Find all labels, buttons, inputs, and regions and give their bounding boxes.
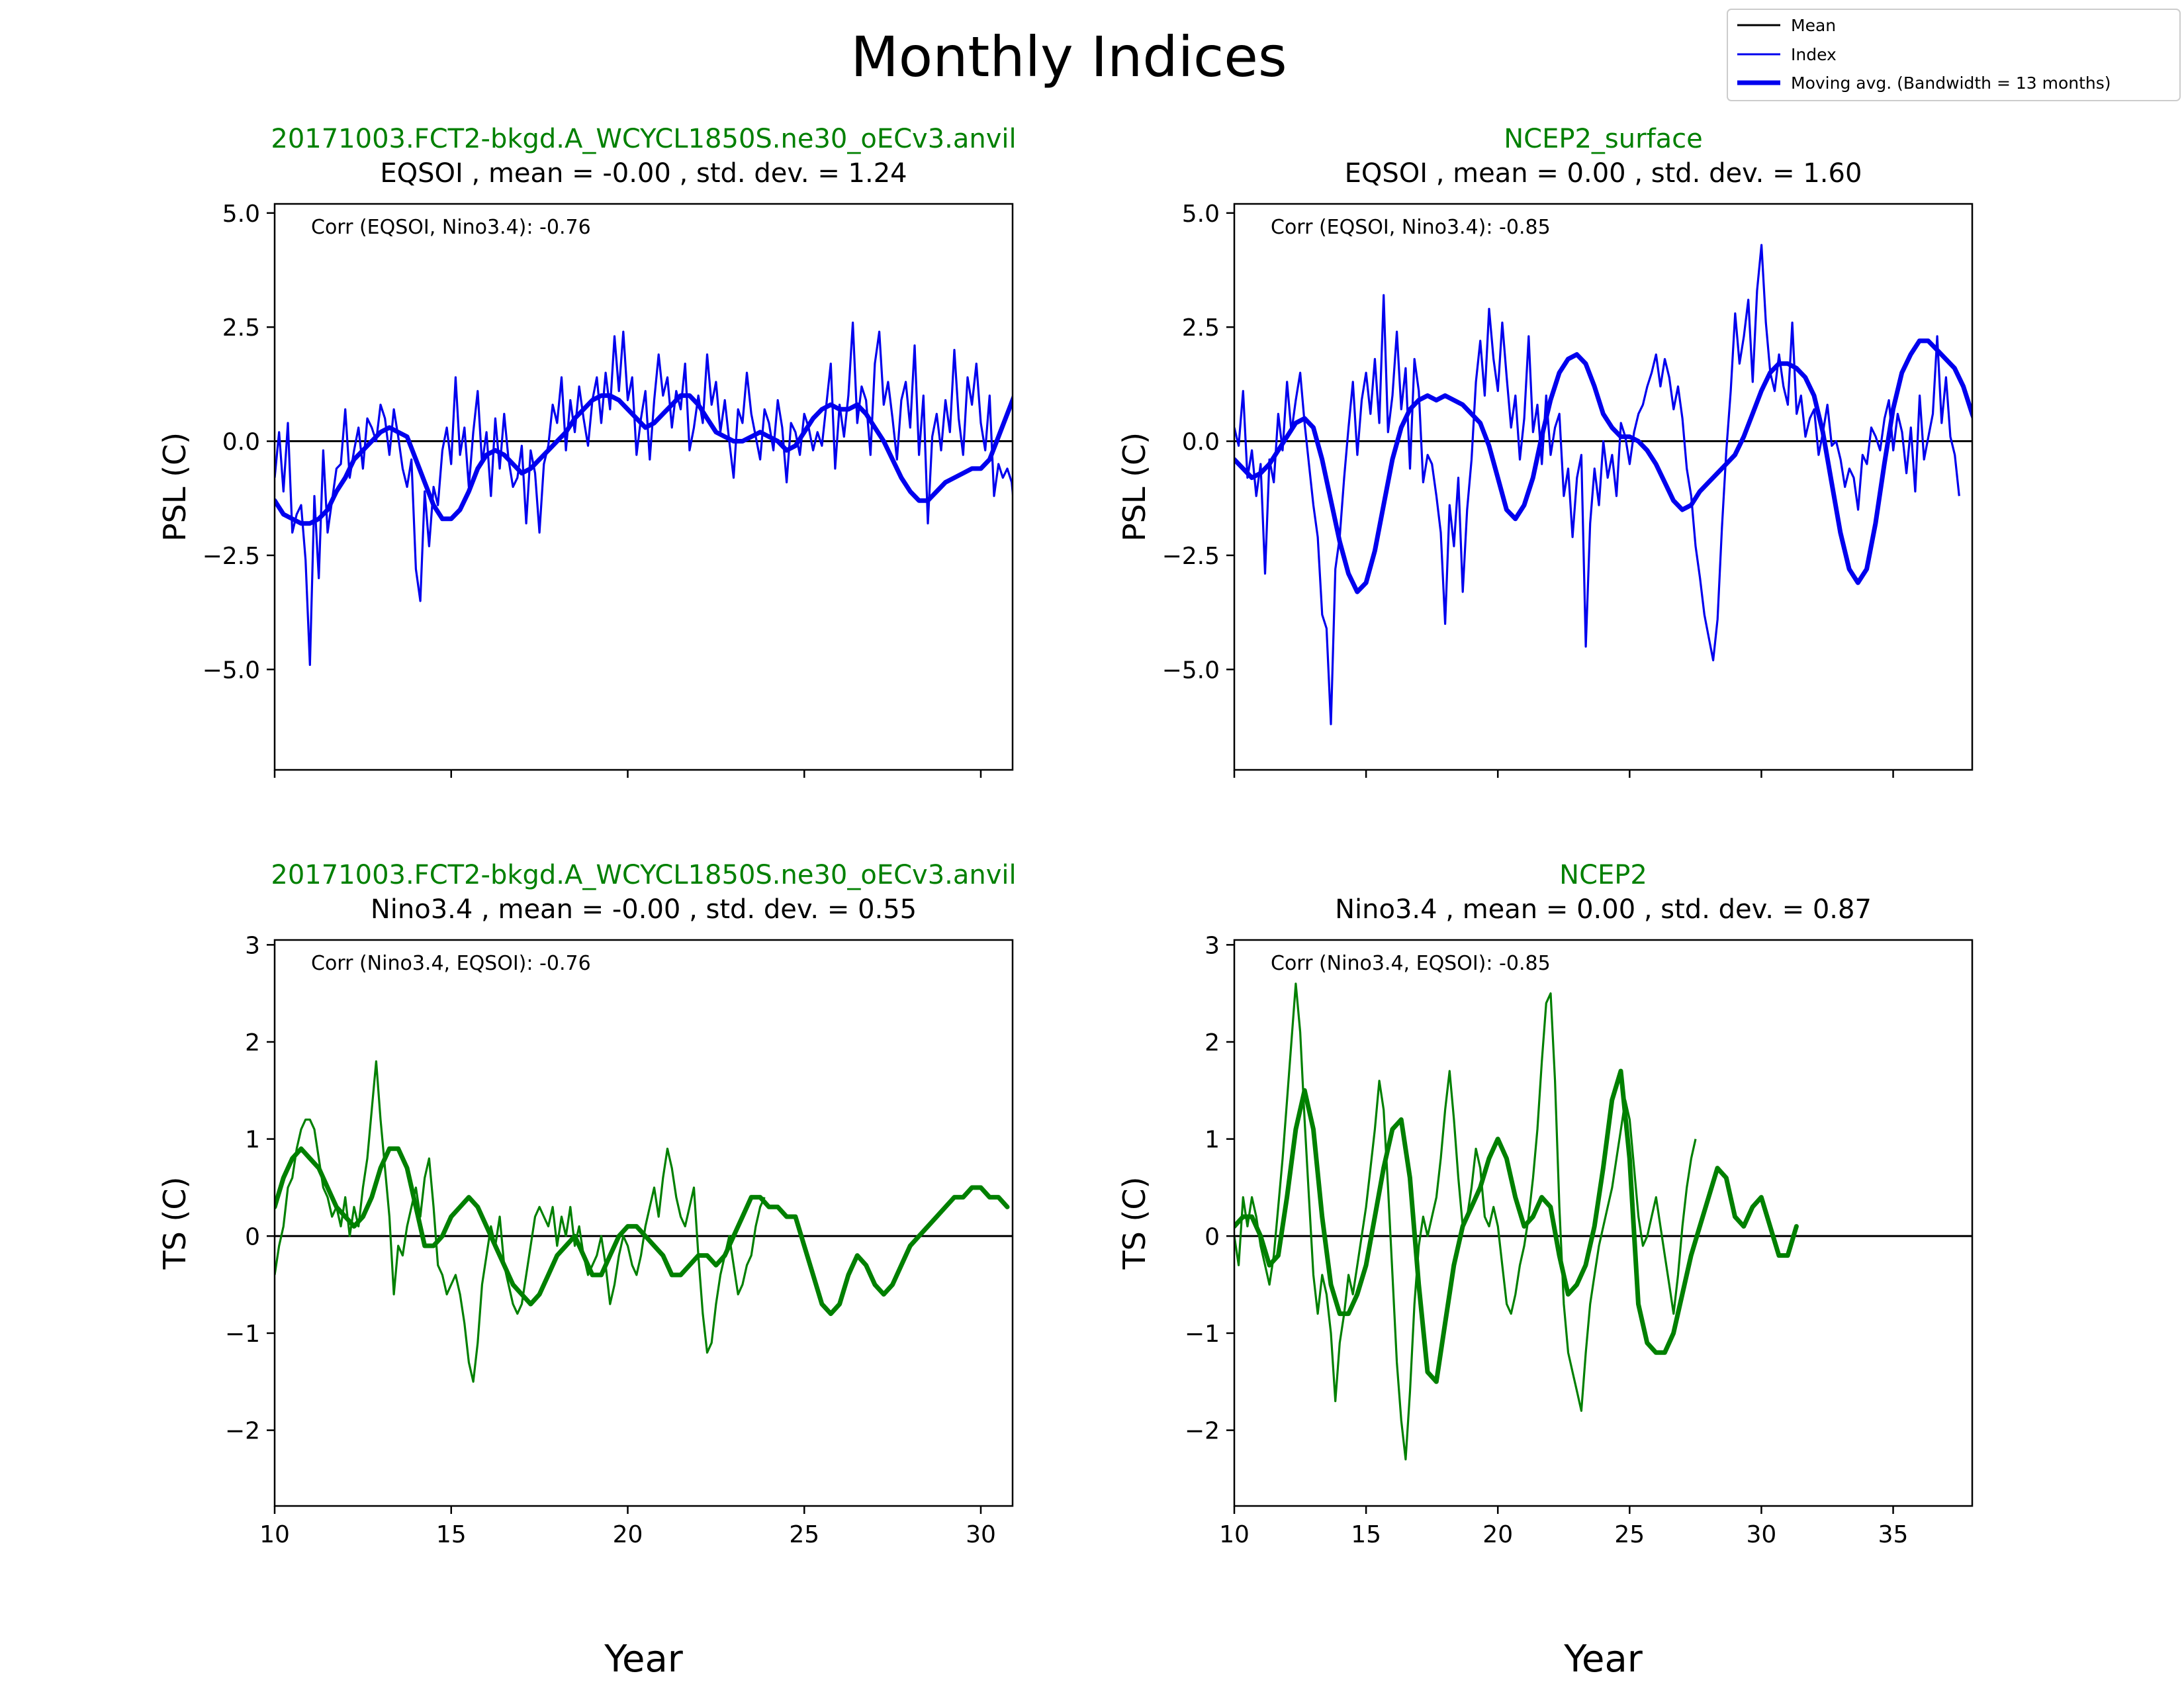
index-series-line <box>275 1060 766 1383</box>
y-tick-label: 1 <box>1205 1127 1220 1154</box>
panel-stats-title: Nino3.4 , mean = 0.00 , std. dev. = 0.87 <box>1335 894 1872 925</box>
y-axis-label: PSL (C) <box>157 432 193 541</box>
index-series-line <box>1234 244 1960 726</box>
y-tick-label: −2 <box>225 1418 260 1445</box>
moving-average-line <box>275 393 1013 526</box>
panel-dataset-title: 20171003.FCT2-bkgd.A_WCYCL1850S.ne30_oEC… <box>271 860 1016 890</box>
x-axis-label: Year <box>604 1638 684 1681</box>
x-tick-label: 25 <box>1614 1521 1645 1548</box>
y-tick-label: 0.0 <box>222 429 260 456</box>
moving-average-line <box>275 1146 1010 1317</box>
legend-frame <box>1727 9 2181 101</box>
correlation-annotation: Corr (Nino3.4, EQSOI): -0.85 <box>1271 952 1551 975</box>
legend-label-mean: Mean <box>1791 16 1836 35</box>
y-tick-label: −1 <box>225 1321 260 1348</box>
x-tick-label: 25 <box>789 1521 819 1548</box>
y-tick-label: 3 <box>1205 932 1220 959</box>
panel-model-nino34: 20171003.FCT2-bkgd.A_WCYCL1850S.ne30_oEC… <box>157 860 1017 1681</box>
y-tick-label: −2.5 <box>1162 543 1220 570</box>
y-tick-label: 3 <box>245 932 260 959</box>
moving-average-line <box>1234 1068 1799 1384</box>
y-tick-label: 2.5 <box>222 314 260 342</box>
panel-obs-nino34: NCEP2 Nino3.4 , mean = 0.00 , std. dev. =… <box>1116 860 1974 1681</box>
index-series-line <box>275 321 1013 667</box>
y-tick-label: 2 <box>1205 1029 1220 1056</box>
panel-obs-eqsoi: NCEP2_surface EQSOI , mean = 0.00 , std. … <box>1116 124 1974 778</box>
x-tick-label: 15 <box>436 1521 467 1548</box>
panel-stats-title: EQSOI , mean = -0.00 , std. dev. = 1.24 <box>380 158 907 189</box>
y-tick-label: 1 <box>245 1127 260 1154</box>
y-axis-label: TS (C) <box>157 1177 193 1270</box>
y-tick-label: 0 <box>245 1223 260 1250</box>
x-tick-label: 30 <box>966 1521 996 1548</box>
axes-frame <box>1233 203 1974 771</box>
legend-label-index: Index <box>1791 45 1837 64</box>
correlation-annotation: Corr (Nino3.4, EQSOI): -0.76 <box>311 952 591 975</box>
y-tick-label: −2 <box>1185 1418 1220 1445</box>
correlation-annotation: Corr (EQSOI, Nino3.4): -0.76 <box>311 216 591 239</box>
y-tick-label: 2 <box>245 1029 260 1056</box>
x-tick-label: 20 <box>1482 1521 1513 1548</box>
y-tick-label: −1 <box>1185 1321 1220 1348</box>
x-axis-label: Year <box>1563 1638 1643 1681</box>
figure-title: Monthly Indices <box>850 24 1287 89</box>
panel-stats-title: EQSOI , mean = 0.00 , std. dev. = 1.60 <box>1345 158 1862 189</box>
x-tick-label: 20 <box>613 1521 643 1548</box>
correlation-annotation: Corr (EQSOI, Nino3.4): -0.85 <box>1271 216 1551 239</box>
legend: Mean Index Moving avg. (Bandwidth = 13 m… <box>1727 9 2181 101</box>
y-tick-label: 0 <box>1205 1223 1220 1250</box>
y-tick-label: 5.0 <box>1182 201 1220 228</box>
y-tick-label: −5.0 <box>1162 657 1220 684</box>
panel-stats-title: Nino3.4 , mean = -0.00 , std. dev. = 0.5… <box>371 894 917 925</box>
panel-dataset-title: NCEP2_surface <box>1504 124 1703 154</box>
panel-dataset-title: NCEP2 <box>1559 860 1647 890</box>
y-tick-label: 5.0 <box>222 201 260 228</box>
axes-frame <box>1233 939 1974 1507</box>
axes-frame <box>273 203 1014 771</box>
y-axis-label: PSL (C) <box>1116 432 1152 541</box>
panel-dataset-title: 20171003.FCT2-bkgd.A_WCYCL1850S.ne30_oEC… <box>271 124 1016 154</box>
y-tick-label: 0.0 <box>1182 429 1220 456</box>
panel-model-eqsoi: 20171003.FCT2-bkgd.A_WCYCL1850S.ne30_oEC… <box>157 124 1017 778</box>
x-tick-label: 35 <box>1878 1521 1909 1548</box>
x-tick-label: 30 <box>1747 1521 1777 1548</box>
y-tick-label: 2.5 <box>1182 314 1220 342</box>
x-tick-label: 10 <box>1219 1521 1250 1548</box>
y-tick-label: −2.5 <box>203 543 260 570</box>
y-axis-label: TS (C) <box>1116 1177 1152 1270</box>
x-tick-label: 15 <box>1351 1521 1381 1548</box>
legend-label-moving-avg: Moving avg. (Bandwidth = 13 months) <box>1791 73 2111 93</box>
y-tick-label: −5.0 <box>203 657 260 684</box>
x-tick-label: 10 <box>259 1521 290 1548</box>
axes-frame <box>273 939 1014 1507</box>
moving-average-line <box>1234 338 1972 594</box>
